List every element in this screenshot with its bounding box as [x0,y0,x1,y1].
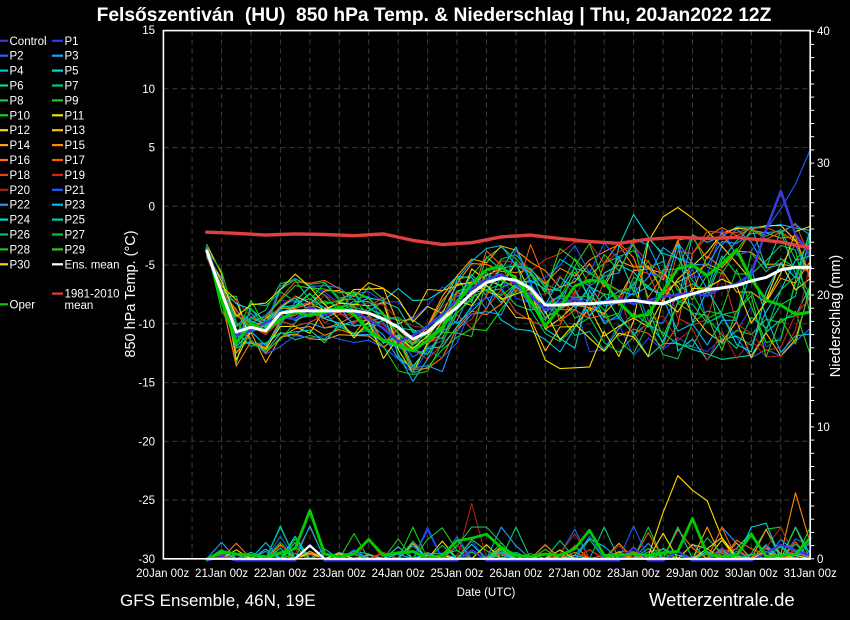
svg-text:23Jan 00z: 23Jan 00z [313,568,366,580]
svg-text:0: 0 [149,201,155,213]
svg-text:Date (UTC): Date (UTC) [457,587,516,599]
svg-text:P13: P13 [65,125,85,137]
svg-text:-15: -15 [138,378,155,390]
svg-text:10: 10 [817,422,830,434]
svg-text:P9: P9 [65,95,79,107]
svg-text:21Jan 00z: 21Jan 00z [195,568,248,580]
svg-text:10: 10 [142,84,155,96]
svg-text:27Jan 00z: 27Jan 00z [548,568,601,580]
svg-text:P15: P15 [65,140,85,152]
svg-text:Felsőszentiván (HU) 850 hPa: Felsőszentiván (HU) 850 hPa Temp. & Nied… [97,5,772,26]
svg-text:31Jan 00z: 31Jan 00z [784,568,837,580]
svg-text:40: 40 [817,26,830,38]
svg-text:P11: P11 [65,110,85,122]
svg-text:850 hPa Temp. (°C): 850 hPa Temp. (°C) [123,230,139,357]
svg-text:P25: P25 [65,215,85,227]
svg-text:-25: -25 [138,495,155,507]
svg-text:P24: P24 [10,215,31,227]
svg-text:P19: P19 [65,170,85,182]
svg-text:-20: -20 [138,436,155,448]
svg-text:P21: P21 [65,185,85,197]
svg-text:P20: P20 [10,185,30,197]
svg-text:mean: mean [65,300,94,312]
svg-text:P23: P23 [65,200,85,212]
svg-text:29Jan 00z: 29Jan 00z [666,568,719,580]
svg-text:P17: P17 [65,155,85,167]
svg-text:P10: P10 [10,110,30,122]
svg-text:-5: -5 [145,260,155,272]
svg-text:P28: P28 [10,244,30,256]
svg-text:P5: P5 [65,66,79,78]
svg-text:P6: P6 [10,81,24,93]
svg-text:P29: P29 [65,244,85,256]
svg-text:15: 15 [142,25,155,37]
svg-text:Control: Control [10,36,47,48]
svg-text:30: 30 [817,158,830,170]
svg-text:-30: -30 [138,554,155,566]
svg-text:P3: P3 [65,51,79,63]
svg-text:P16: P16 [10,155,30,167]
svg-text:Niederschlag (mm): Niederschlag (mm) [828,255,844,377]
svg-text:P22: P22 [10,200,30,212]
svg-text:5: 5 [149,143,155,155]
svg-text:Wetterzentrale.de: Wetterzentrale.de [649,589,795,610]
svg-text:Oper: Oper [10,299,36,311]
svg-text:30Jan 00z: 30Jan 00z [725,568,778,580]
svg-text:24Jan 00z: 24Jan 00z [372,568,425,580]
svg-text:P2: P2 [10,51,24,63]
svg-text:GFS Ensemble, 46N, 19E: GFS Ensemble, 46N, 19E [120,591,316,610]
svg-text:P8: P8 [10,95,24,107]
svg-text:0: 0 [817,554,823,566]
svg-text:P30: P30 [10,259,30,271]
svg-text:25Jan 00z: 25Jan 00z [430,568,483,580]
svg-text:22Jan 00z: 22Jan 00z [254,568,307,580]
svg-text:P14: P14 [10,140,31,152]
svg-text:P26: P26 [10,230,30,242]
svg-text:P4: P4 [10,66,25,78]
svg-text:20Jan 00z: 20Jan 00z [136,568,189,580]
svg-text:-10: -10 [138,319,155,331]
svg-text:20: 20 [817,290,830,302]
svg-text:P1: P1 [65,36,79,48]
svg-text:28Jan 00z: 28Jan 00z [607,568,660,580]
svg-text:1981-2010: 1981-2010 [65,289,120,301]
svg-text:P27: P27 [65,230,85,242]
svg-text:P12: P12 [10,125,30,137]
svg-text:P18: P18 [10,170,30,182]
svg-text:Ens. mean: Ens. mean [65,259,120,271]
svg-text:P7: P7 [65,81,79,93]
svg-text:26Jan 00z: 26Jan 00z [489,568,542,580]
